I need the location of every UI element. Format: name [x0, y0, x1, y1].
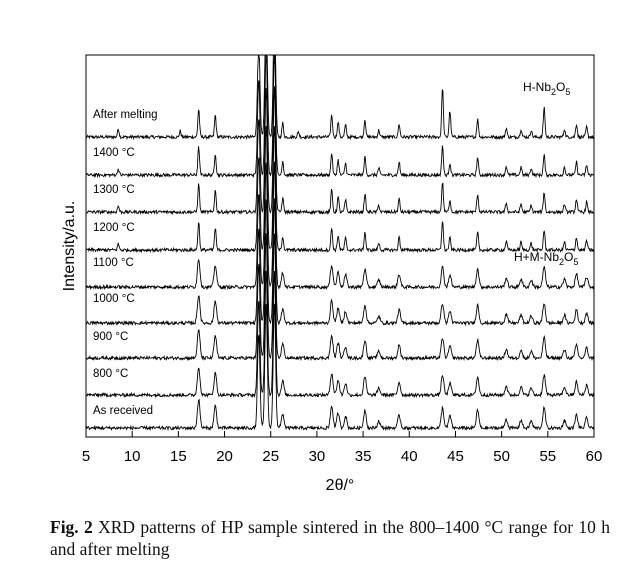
annotation-h-phase: H-Nb2O5 [523, 80, 570, 97]
curve-label: 1200 °C [93, 222, 135, 234]
caption-label: Fig. 2 [50, 517, 93, 537]
xrd-curve-6 [85, 233, 595, 362]
caption-text: XRD patterns of HP sample sintered in th… [50, 517, 610, 559]
curve-label: 1300 °C [93, 184, 135, 196]
xrd-plot: 5 10 15 20 25 30 35 40 45 50 55 60 After melting 140… [61, 54, 603, 494]
xrd-curve-5 [85, 198, 595, 327]
x-tick-label: 60 [586, 448, 603, 465]
curve-label: 900 °C [93, 331, 128, 343]
curve-label: 1000 °C [93, 293, 135, 305]
x-ticks-group: 5 10 15 20 25 30 35 40 45 50 55 60 [82, 431, 603, 465]
xrd-curve-2 [85, 86, 594, 216]
curve-label: 1100 °C [93, 257, 134, 269]
figure-caption: Fig. 2 XRD patterns of HP sample sintere… [50, 516, 610, 560]
annotation-hm-phase: H+M-Nb2O5 [514, 250, 578, 267]
x-tick-label: 5 [82, 448, 90, 465]
x-tick-label: 55 [539, 448, 556, 465]
xrd-curve-7 [85, 270, 595, 399]
x-tick-label: 25 [262, 448, 279, 465]
xrd-curve-0 [85, 55, 595, 141]
curve-labels-group: After melting 1400 °C 1300 °C 1200 °C 1100 °… [93, 109, 158, 417]
x-tick-label: 35 [355, 448, 372, 465]
xrd-curve-3 [85, 125, 595, 254]
x-tick-label: 50 [493, 448, 510, 465]
xrd-curve-8 [85, 303, 595, 432]
x-tick-label: 40 [401, 448, 418, 465]
y-axis-title: Intensity/a.u. [61, 201, 78, 292]
x-tick-label: 10 [124, 448, 141, 465]
curve-label: 800 °C [93, 368, 128, 380]
xrd-curve-1 [85, 55, 594, 179]
curves-group [85, 55, 595, 432]
curve-label: After melting [93, 109, 158, 121]
curve-label: As received [93, 405, 153, 417]
x-tick-label: 45 [447, 448, 464, 465]
x-tick-label: 20 [216, 448, 233, 465]
plot-frame [85, 54, 595, 438]
curve-label: 1400 °C [93, 147, 135, 159]
x-tick-label: 15 [170, 448, 187, 465]
x-tick-label: 30 [309, 448, 326, 465]
x-axis-title: 2θ/° [326, 477, 355, 494]
xrd-curve-4 [85, 161, 595, 291]
